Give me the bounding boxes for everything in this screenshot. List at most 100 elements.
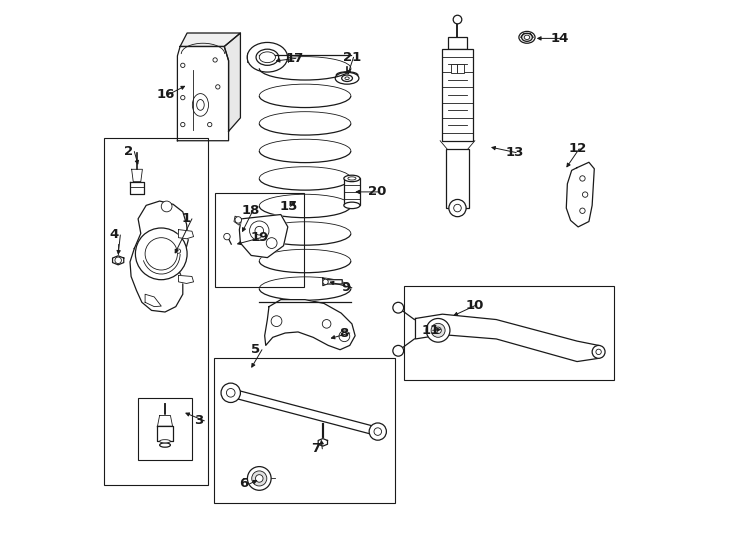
Circle shape: [181, 96, 185, 100]
Bar: [344, 178, 360, 205]
Text: 6: 6: [239, 477, 248, 490]
Circle shape: [271, 316, 282, 327]
Text: 7: 7: [311, 442, 321, 455]
Text: 8: 8: [339, 327, 348, 340]
Ellipse shape: [522, 33, 532, 42]
Polygon shape: [145, 294, 161, 307]
Bar: [104, 138, 208, 485]
Circle shape: [208, 123, 212, 127]
Polygon shape: [415, 314, 599, 362]
Circle shape: [255, 226, 264, 235]
Polygon shape: [130, 181, 144, 193]
Text: 19: 19: [250, 231, 269, 244]
Circle shape: [247, 467, 271, 490]
Circle shape: [181, 63, 185, 68]
Text: 5: 5: [251, 343, 261, 356]
Circle shape: [449, 199, 466, 217]
Bar: [451, 64, 457, 73]
Text: 2: 2: [123, 145, 133, 158]
Polygon shape: [112, 256, 124, 265]
Circle shape: [252, 471, 267, 486]
Circle shape: [322, 320, 331, 328]
Circle shape: [453, 15, 462, 24]
Circle shape: [115, 257, 121, 264]
Bar: [214, 359, 395, 503]
Ellipse shape: [256, 49, 279, 65]
Text: 9: 9: [341, 281, 350, 294]
Circle shape: [323, 279, 328, 285]
Circle shape: [216, 85, 220, 89]
Text: 14: 14: [550, 32, 569, 45]
Ellipse shape: [519, 31, 535, 43]
Text: 10: 10: [465, 299, 484, 312]
Circle shape: [266, 238, 277, 248]
Polygon shape: [239, 214, 288, 258]
Text: 18: 18: [242, 204, 261, 217]
Bar: [404, 286, 614, 380]
Polygon shape: [178, 275, 194, 284]
Ellipse shape: [197, 99, 204, 110]
Bar: [215, 193, 304, 287]
Ellipse shape: [342, 75, 352, 82]
Circle shape: [161, 201, 172, 212]
Ellipse shape: [524, 35, 530, 39]
Ellipse shape: [348, 177, 356, 180]
Circle shape: [583, 192, 588, 197]
Circle shape: [393, 302, 404, 313]
Circle shape: [454, 204, 461, 212]
Circle shape: [580, 176, 585, 181]
Circle shape: [181, 123, 185, 127]
Circle shape: [221, 383, 241, 402]
Text: 12: 12: [568, 143, 586, 156]
Text: 13: 13: [506, 146, 524, 159]
Circle shape: [580, 208, 585, 213]
Ellipse shape: [259, 52, 275, 63]
Bar: [446, 149, 469, 208]
Text: 15: 15: [280, 200, 298, 213]
Ellipse shape: [159, 440, 170, 443]
Circle shape: [393, 346, 404, 356]
Ellipse shape: [247, 43, 288, 72]
Circle shape: [250, 221, 269, 240]
Polygon shape: [157, 426, 173, 441]
Ellipse shape: [335, 72, 359, 84]
Circle shape: [224, 233, 230, 240]
Polygon shape: [178, 46, 228, 141]
Circle shape: [426, 319, 450, 342]
Ellipse shape: [192, 93, 208, 116]
Circle shape: [255, 475, 263, 482]
Polygon shape: [323, 278, 342, 286]
Text: 16: 16: [157, 89, 175, 102]
Ellipse shape: [336, 72, 358, 78]
Text: 1: 1: [181, 212, 190, 225]
Circle shape: [431, 323, 445, 338]
Ellipse shape: [159, 443, 170, 447]
Text: 11: 11: [422, 324, 440, 337]
Circle shape: [369, 423, 386, 440]
Circle shape: [374, 428, 382, 435]
Bar: [448, 37, 467, 49]
Ellipse shape: [344, 202, 360, 208]
Circle shape: [592, 346, 605, 359]
Circle shape: [176, 249, 181, 253]
Polygon shape: [265, 300, 355, 350]
Polygon shape: [234, 216, 241, 225]
Polygon shape: [567, 163, 595, 227]
Text: 17: 17: [285, 52, 303, 65]
Polygon shape: [178, 230, 194, 239]
Polygon shape: [158, 415, 172, 426]
Ellipse shape: [345, 77, 349, 79]
Polygon shape: [130, 201, 188, 312]
Text: 21: 21: [343, 51, 361, 64]
Polygon shape: [131, 169, 142, 181]
Text: 4: 4: [109, 228, 119, 241]
Circle shape: [596, 349, 601, 355]
Circle shape: [226, 388, 235, 397]
Bar: [457, 64, 464, 73]
Circle shape: [145, 238, 178, 270]
Ellipse shape: [344, 175, 360, 181]
Polygon shape: [180, 33, 241, 46]
Text: 20: 20: [368, 185, 387, 198]
Circle shape: [213, 58, 217, 62]
Polygon shape: [318, 438, 327, 446]
